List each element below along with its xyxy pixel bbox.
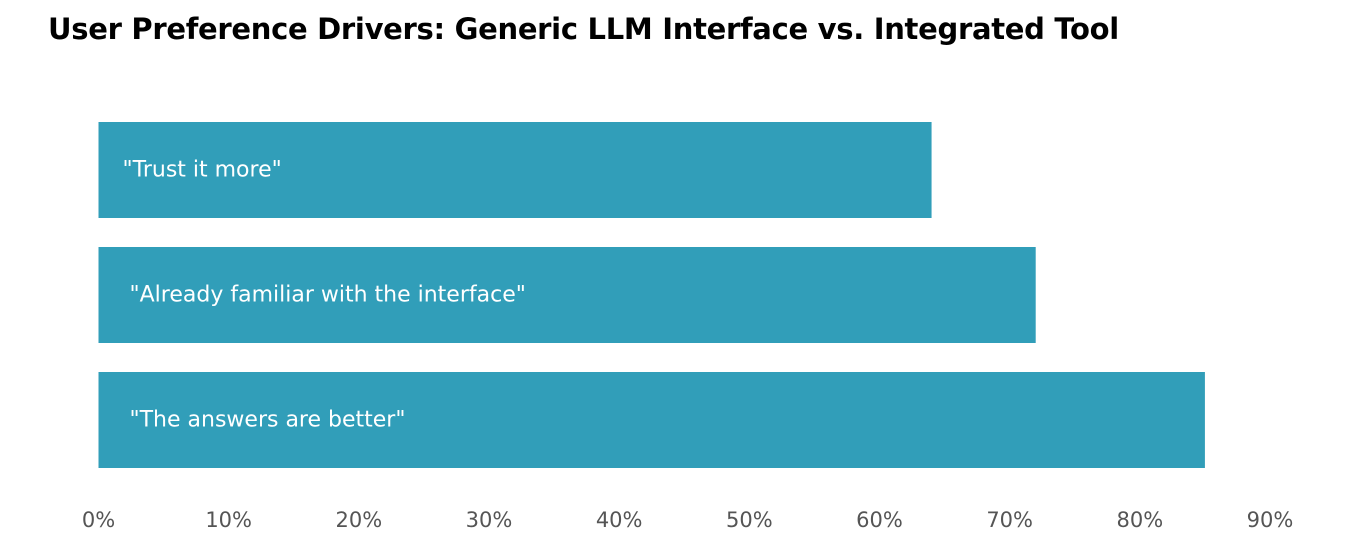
bar-labels-layer: "Trust it more" "Already familiar with th… [123,158,526,433]
bar-1 [98,122,932,218]
x-tick-label: 70% [986,508,1033,532]
x-tick-label: 10% [205,508,252,532]
x-tick-label: 20% [335,508,382,532]
x-tick-label: 40% [596,508,643,532]
x-axis-ticks: 0% 10% 20% 30% 40% 50% 60% 70% 80% 90% [82,508,1294,532]
bar-3 [98,372,1205,468]
bar-label-2: "Already familiar with the interface" [130,283,526,308]
bar-label-3: "The answers are better" [130,408,406,433]
x-tick-label: 50% [726,508,773,532]
bar-label-1: "Trust it more" [123,158,282,183]
x-tick-label: 80% [1116,508,1163,532]
chart-title: User Preference Drivers: Generic LLM Int… [48,12,1119,46]
x-tick-label: 0% [82,508,115,532]
bars-layer [98,122,1205,468]
x-tick-label: 30% [466,508,513,532]
x-tick-label: 60% [856,508,903,532]
bar-2 [98,247,1036,343]
x-tick-label: 90% [1247,508,1294,532]
